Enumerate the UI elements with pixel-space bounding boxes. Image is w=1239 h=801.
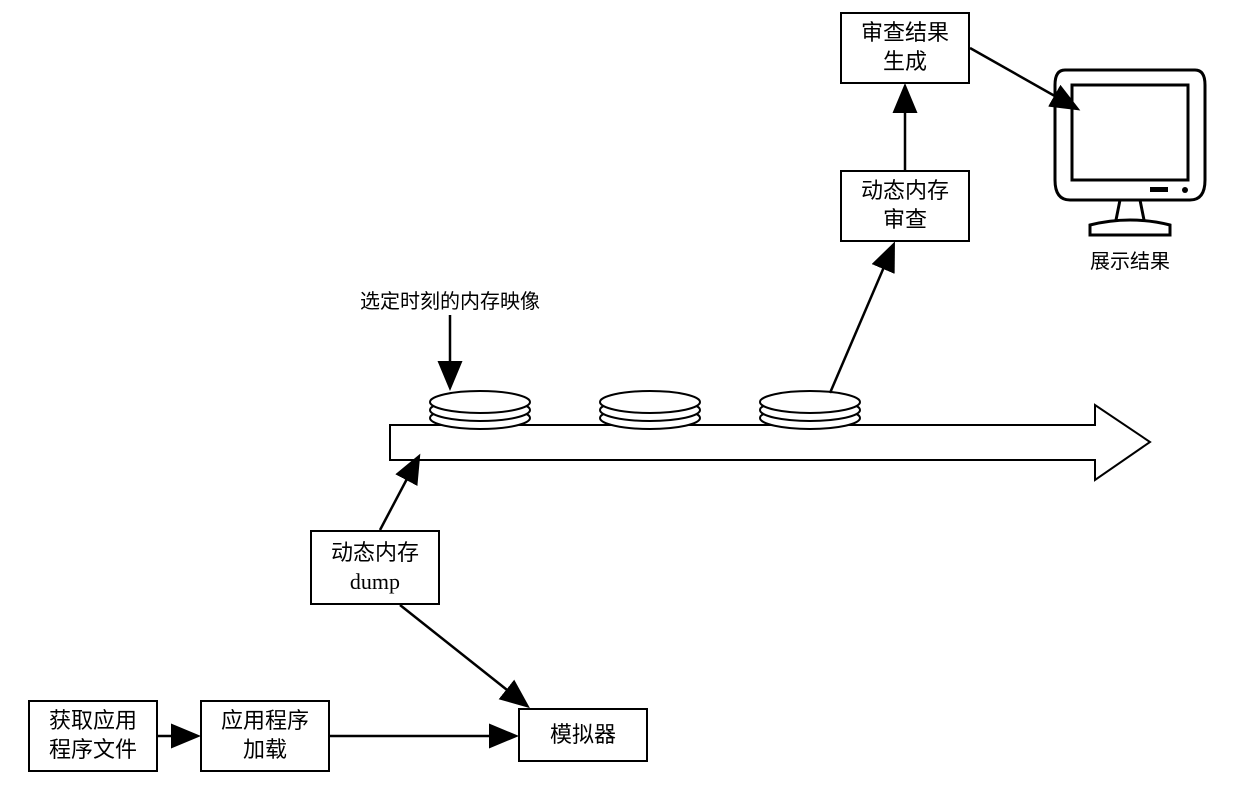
node-emulator: 模拟器 [518, 708, 648, 762]
label-display-result: 展示结果 [1080, 245, 1180, 274]
node-load-app: 应用程序 加载 [200, 700, 330, 772]
node-result-generation: 审查结果 生成 [840, 12, 970, 84]
node-label: 应用程序 加载 [221, 707, 309, 764]
disk-1 [430, 391, 530, 429]
edge-dump-emulator [400, 605, 526, 705]
monitor-icon [1055, 70, 1205, 235]
node-get-app-file: 获取应用 程序文件 [28, 700, 158, 772]
node-label: 模拟器 [550, 721, 616, 750]
node-memory-review: 动态内存 审查 [840, 170, 970, 242]
label-memory-image: 选定时刻的内存映像 [340, 285, 560, 314]
node-label: 获取应用 程序文件 [49, 707, 137, 764]
diagram-svg [0, 0, 1239, 801]
timeline-arrow [390, 405, 1150, 480]
edge-resultgen-monitor [970, 48, 1076, 108]
node-label: 动态内存 审查 [861, 177, 949, 234]
edge-dump-timeline [380, 458, 418, 530]
node-label: 动态内存 dump [331, 539, 419, 596]
node-label: 审查结果 生成 [861, 19, 949, 76]
label-timeline: 时间线 [958, 428, 1006, 452]
disk-3 [760, 391, 860, 429]
edge-disk3-review [830, 246, 893, 393]
node-memory-dump: 动态内存 dump [310, 530, 440, 605]
disk-2 [600, 391, 700, 429]
